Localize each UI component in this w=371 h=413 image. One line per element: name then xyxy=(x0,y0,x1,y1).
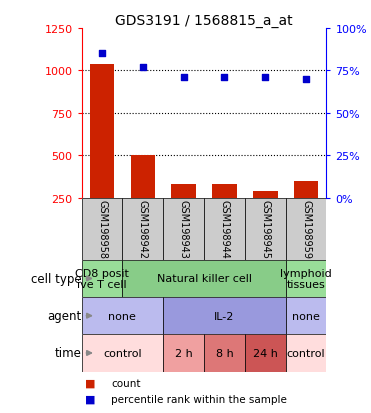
Text: 8 h: 8 h xyxy=(216,348,233,358)
Text: agent: agent xyxy=(47,309,82,323)
Bar xyxy=(253,192,278,240)
Point xyxy=(221,75,227,81)
Text: CD8 posit
ive T cell: CD8 posit ive T cell xyxy=(75,268,129,290)
Text: percentile rank within the sample: percentile rank within the sample xyxy=(111,394,287,404)
Point xyxy=(181,75,187,81)
Text: IL-2: IL-2 xyxy=(214,311,234,321)
Bar xyxy=(294,181,318,240)
Text: ■: ■ xyxy=(85,394,96,404)
Bar xyxy=(163,297,286,335)
Bar xyxy=(245,335,286,372)
Text: 24 h: 24 h xyxy=(253,348,278,358)
Text: lymphoid
tissues: lymphoid tissues xyxy=(280,268,332,290)
Bar xyxy=(286,260,326,297)
Text: control: control xyxy=(103,348,142,358)
Text: GSM198945: GSM198945 xyxy=(260,200,270,259)
Bar xyxy=(122,260,286,297)
Point xyxy=(99,51,105,57)
Point xyxy=(140,64,146,71)
Bar xyxy=(212,185,237,240)
Text: none: none xyxy=(292,311,320,321)
Text: Natural killer cell: Natural killer cell xyxy=(157,274,252,284)
Text: GSM198959: GSM198959 xyxy=(301,200,311,259)
Bar xyxy=(163,198,204,260)
Bar xyxy=(286,297,326,335)
Text: control: control xyxy=(287,348,325,358)
Bar xyxy=(163,335,204,372)
Text: 2 h: 2 h xyxy=(175,348,193,358)
Title: GDS3191 / 1568815_a_at: GDS3191 / 1568815_a_at xyxy=(115,14,293,28)
Bar xyxy=(286,335,326,372)
Bar xyxy=(286,198,326,260)
Bar xyxy=(245,198,286,260)
Bar xyxy=(131,156,155,240)
Bar xyxy=(204,198,245,260)
Point xyxy=(262,75,268,81)
Text: cell type: cell type xyxy=(31,272,82,285)
Bar xyxy=(171,185,196,240)
Text: GSM198944: GSM198944 xyxy=(220,200,229,259)
Text: GSM198942: GSM198942 xyxy=(138,200,148,259)
Bar xyxy=(204,335,245,372)
Bar xyxy=(122,198,163,260)
Bar xyxy=(82,198,122,260)
Text: GSM198958: GSM198958 xyxy=(97,200,107,259)
Text: GSM198943: GSM198943 xyxy=(179,200,188,259)
Bar xyxy=(82,297,163,335)
Text: time: time xyxy=(55,347,82,360)
Bar xyxy=(90,64,114,240)
Bar xyxy=(82,260,122,297)
Text: ■: ■ xyxy=(85,378,96,388)
Point xyxy=(303,76,309,83)
Bar xyxy=(82,335,163,372)
Text: count: count xyxy=(111,378,141,388)
Text: none: none xyxy=(108,311,137,321)
